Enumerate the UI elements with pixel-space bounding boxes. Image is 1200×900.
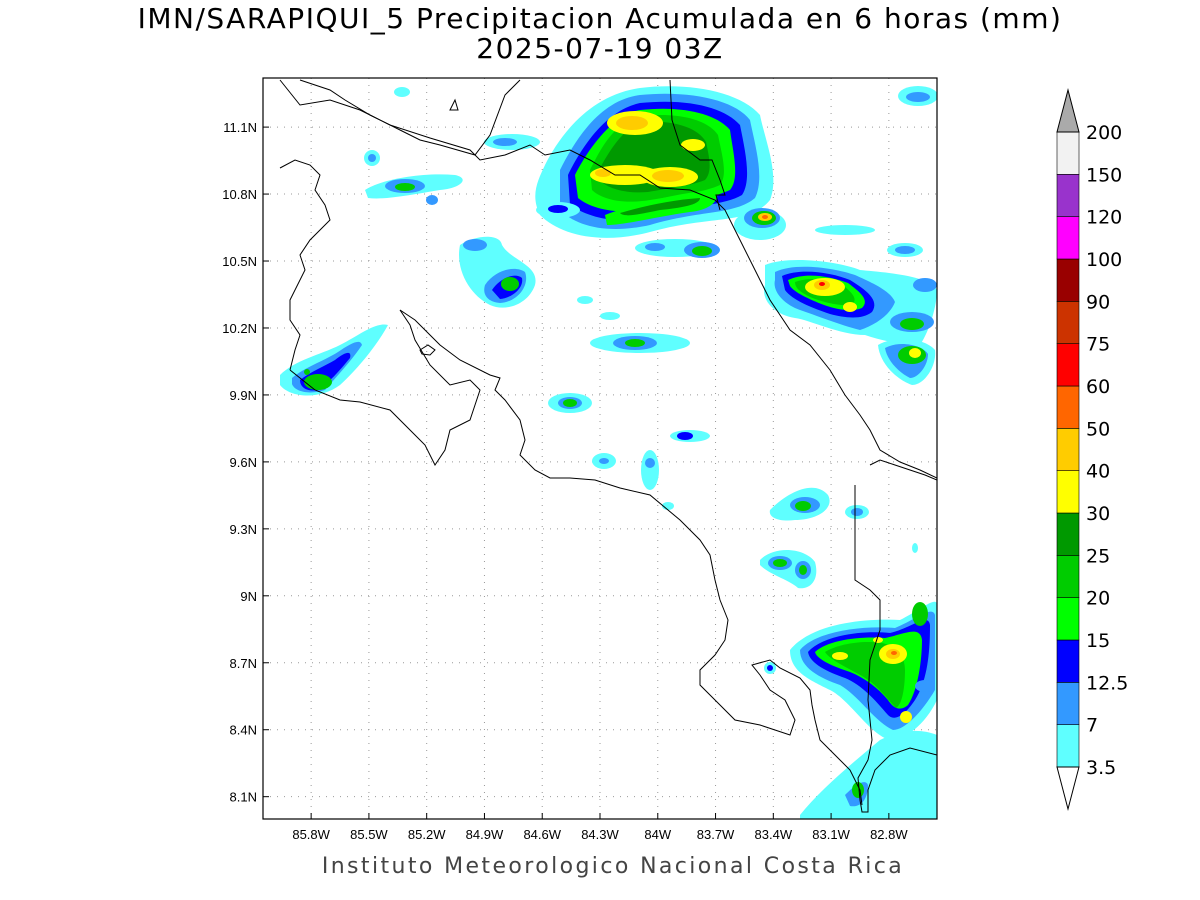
lat-tick-label: 11.1N	[223, 120, 257, 135]
island-lake-1	[419, 344, 436, 356]
precip-cell-north-cluster	[535, 86, 774, 238]
lat-tick-label: 8.1N	[230, 790, 257, 805]
panama-border	[854, 485, 937, 813]
gulf-of-nicoya	[399, 309, 863, 806]
lon-tick-label: 84.3W	[581, 827, 619, 842]
precipitation-colorbar: 3.5 7 12.5 15 20 25 30 40 50 60 75 90 100 120 150 200	[1056, 88, 1128, 811]
colorbar-segment	[1056, 682, 1080, 725]
colorbar-label: 20	[1086, 588, 1110, 610]
colorbar-label: 7	[1086, 715, 1098, 737]
colorbar-label: 50	[1086, 418, 1110, 440]
colorbar-label: 75	[1086, 334, 1110, 356]
costa-rica-nicaragua-border	[669, 79, 726, 211]
lon-tick-label: 84W	[644, 827, 671, 842]
lon-tick-label: 84.6W	[523, 827, 561, 842]
colorbar-label: 120	[1086, 207, 1122, 229]
colorbar-segment	[1056, 301, 1080, 344]
lat-tick-label: 10.8N	[222, 187, 257, 202]
lon-tick-label: 85.5W	[350, 827, 388, 842]
colorbar-label: 150	[1086, 164, 1122, 186]
precip-cell-central	[548, 333, 710, 510]
island-lake-2	[449, 98, 459, 111]
colorbar-label: 30	[1086, 503, 1110, 525]
precip-cell-ne-top	[898, 86, 937, 106]
latitude-axis-labels: 11.1N 10.8N 10.5N 10.2N 9.9N 9.6N 9.3N 9N 8.7N 8.…	[222, 120, 269, 805]
colorbar-label: 12.5	[1086, 672, 1128, 694]
colorbar-label: 60	[1086, 376, 1110, 398]
colorbar-label: 200	[1086, 122, 1122, 144]
colorbar-segment	[1056, 343, 1080, 387]
pacific-coast-nicoya	[289, 309, 481, 466]
lat-tick-label: 9.6N	[230, 455, 257, 470]
colorbar-segment	[1056, 597, 1080, 641]
colorbar-max-triangle	[1056, 88, 1080, 133]
colorbar-label: 90	[1086, 291, 1110, 313]
lon-tick-label: 83.1W	[812, 827, 850, 842]
colorbar-segment	[1056, 174, 1080, 217]
lat-tick-label: 10.5N	[222, 254, 257, 269]
precip-cell-nw	[364, 87, 540, 205]
colorbar-label: 100	[1086, 249, 1122, 271]
colorbar-label: 25	[1086, 545, 1110, 567]
precip-cell-center-north	[459, 202, 923, 320]
lat-tick-label: 8.7N	[230, 656, 257, 671]
precip-cell-panama-border	[790, 601, 937, 819]
precip-cell-east-10-4N	[764, 260, 937, 385]
colorbar-segment	[1056, 428, 1080, 471]
nicaragua-lake-shore	[299, 79, 521, 156]
colorbar-segment	[1056, 131, 1080, 175]
colorbar-label: 3.5	[1086, 757, 1116, 779]
caribbean-coast-nicaragua	[279, 79, 937, 479]
colorbar-segment	[1056, 258, 1080, 302]
colorbar-segment	[1056, 512, 1080, 556]
longitude-axis-labels: 85.8W 85.5W 85.2W 84.9W 84.6W 84.3W 84W 83.7W 83…	[292, 813, 908, 842]
map-subtitle-datetime: 2025-07-19 03Z	[476, 32, 724, 65]
lat-tick-label: 9N	[240, 589, 257, 604]
colorbar-segment	[1056, 385, 1080, 429]
lat-tick-label: 9.9N	[230, 388, 257, 403]
footer-credit: Instituto Meteorologico Nacional Costa R…	[321, 854, 905, 879]
precipitation-fields	[280, 86, 937, 819]
lat-tick-label: 10.2N	[222, 321, 257, 336]
precip-cell-nicoya	[280, 324, 388, 396]
lon-tick-label: 85.8W	[292, 827, 330, 842]
colorbar-segment	[1056, 216, 1080, 260]
map-title: IMN/SARAPIQUI_5 Precipitacion Acumulada …	[137, 2, 1063, 35]
bocas-coast	[869, 459, 937, 481]
lon-tick-label: 84.9W	[466, 827, 504, 842]
pacific-coast-north	[279, 159, 331, 371]
precip-cell-southeast	[760, 487, 918, 674]
lat-tick-label: 9.3N	[230, 522, 257, 537]
lon-tick-label: 83.4W	[755, 827, 793, 842]
lon-tick-label: 82.8W	[870, 827, 908, 842]
colorbar-segment	[1056, 724, 1080, 768]
colorbar-segment	[1056, 555, 1080, 598]
colorbar-label: 40	[1086, 461, 1110, 483]
colorbar-segment	[1056, 470, 1080, 514]
lat-tick-label: 8.4N	[230, 723, 257, 738]
colorbar-segment	[1056, 639, 1080, 683]
coastlines-borders	[279, 79, 937, 813]
colorbar-min-triangle	[1056, 766, 1080, 811]
colorbar-label: 15	[1086, 630, 1110, 652]
lon-tick-label: 85.2W	[408, 827, 446, 842]
lon-tick-label: 83.7W	[697, 827, 735, 842]
